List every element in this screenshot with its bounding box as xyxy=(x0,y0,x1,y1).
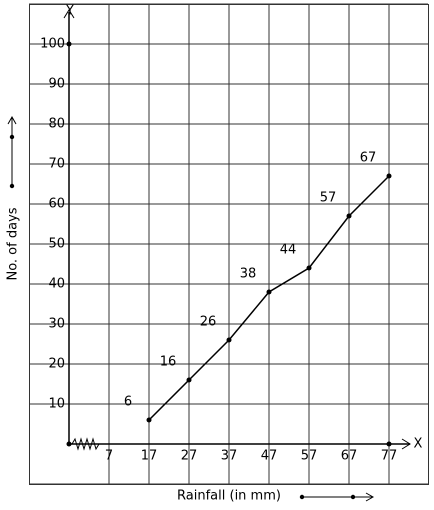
y-tick-label: 70 xyxy=(48,157,65,172)
x-arrow xyxy=(401,438,411,450)
y-tick-label: 80 xyxy=(48,117,65,132)
x-tick-label: 7 xyxy=(105,449,113,464)
data-point xyxy=(266,289,272,295)
x-tick-label: 67 xyxy=(341,449,358,464)
axis-break xyxy=(71,437,100,451)
data-label: 16 xyxy=(160,355,177,370)
data-point xyxy=(306,265,312,271)
data-label: 26 xyxy=(200,315,217,330)
x-axis-name: X xyxy=(414,437,423,452)
data-label: 67 xyxy=(360,151,377,166)
axis-dot xyxy=(386,441,392,447)
x-axis-label: Rainfall (in mm) xyxy=(177,489,281,504)
data-point xyxy=(186,377,192,383)
data-label: 6 xyxy=(124,395,132,410)
x-tick-label: 57 xyxy=(301,449,318,464)
data-label: 44 xyxy=(280,243,297,258)
data-point xyxy=(226,337,232,343)
x-tick-label: 47 xyxy=(261,449,278,464)
y-tick-label: 30 xyxy=(48,317,65,332)
y-arrow xyxy=(63,9,75,19)
data-label: 38 xyxy=(240,267,257,282)
y-tick-label: 50 xyxy=(48,237,65,252)
axis-dot xyxy=(66,41,72,47)
y-axis-label: No. of days xyxy=(6,207,21,280)
data-point xyxy=(146,417,152,423)
data-point xyxy=(386,173,392,179)
x-tick-label: 27 xyxy=(181,449,198,464)
y-axis-name: Y xyxy=(65,4,74,19)
y-tick-label: 20 xyxy=(48,357,65,372)
y-tick-label: 90 xyxy=(48,77,65,92)
x-tick-label: 77 xyxy=(381,449,398,464)
x-tick-label: 37 xyxy=(221,449,238,464)
y-arrow-decoration xyxy=(7,115,17,189)
x-tick-label: 17 xyxy=(141,449,158,464)
data-point xyxy=(346,213,352,219)
y-tick-label: 40 xyxy=(48,277,65,292)
y-tick-label: 100 xyxy=(40,37,65,52)
y-tick-label: 60 xyxy=(48,197,65,212)
grid xyxy=(29,3,428,485)
origin-dot xyxy=(66,441,72,447)
data-label: 57 xyxy=(320,191,337,206)
y-tick-label: 10 xyxy=(48,397,65,412)
x-arrow-decoration xyxy=(299,492,375,502)
